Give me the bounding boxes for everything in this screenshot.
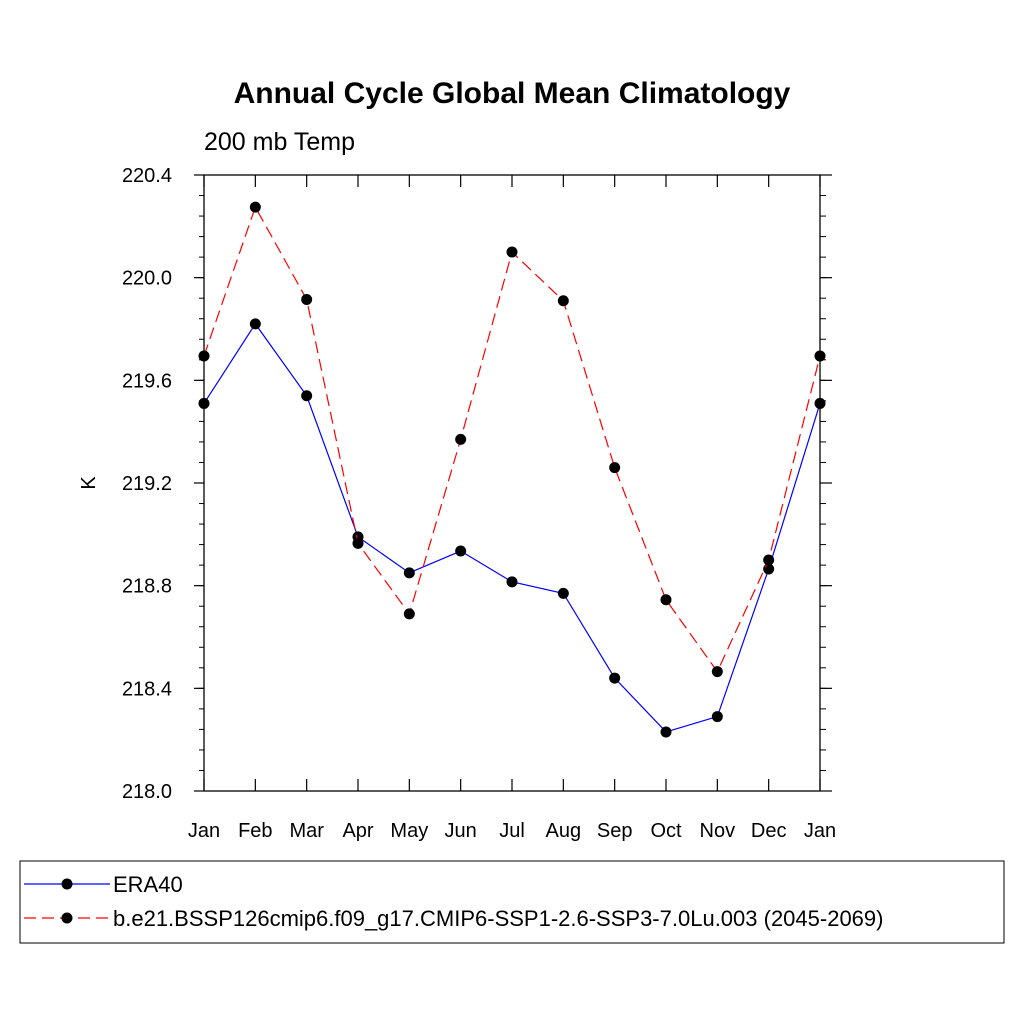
x-tick-label: Jan bbox=[188, 820, 220, 842]
series-0-point bbox=[660, 726, 672, 738]
y-tick-label: 218.0 bbox=[122, 781, 172, 803]
x-tick-label: Sep bbox=[597, 820, 633, 842]
legend-label-0: ERA40 bbox=[113, 872, 183, 897]
series-0-point bbox=[198, 397, 210, 409]
series-layer bbox=[198, 201, 826, 738]
series-1-point bbox=[660, 594, 672, 606]
chart-title: Annual Cycle Global Mean Climatology bbox=[234, 77, 791, 110]
y-tick-label: 219.2 bbox=[122, 473, 172, 495]
x-tick-label: Apr bbox=[342, 820, 373, 842]
series-0-point bbox=[455, 545, 467, 557]
series-0-point bbox=[301, 390, 313, 402]
series-0-point bbox=[609, 672, 621, 684]
series-0-point bbox=[557, 587, 569, 599]
series-1-point bbox=[711, 666, 723, 678]
legend-box bbox=[19, 860, 1005, 944]
axis-tick-labels: Jan Feb Mar Apr May Jun Jul Aug Sep Oct Nov Dec Jan 2… bbox=[122, 165, 836, 842]
series-1-point bbox=[506, 246, 518, 258]
series-1-point bbox=[557, 295, 569, 307]
series-0-point bbox=[506, 576, 518, 588]
y-tick-label: 220.0 bbox=[122, 268, 172, 290]
series-0-point bbox=[711, 711, 723, 723]
y-tick-label: 219.6 bbox=[122, 370, 172, 392]
series-1-point bbox=[301, 293, 313, 305]
y-tick-label: 218.8 bbox=[122, 576, 172, 598]
legend-marker-0 bbox=[61, 878, 73, 890]
series-1-point bbox=[763, 554, 775, 566]
series-line-0 bbox=[203, 322, 821, 733]
y-axis-label: K bbox=[78, 476, 100, 490]
x-tick-label: Jun bbox=[445, 820, 477, 842]
legend-marker-1 bbox=[61, 912, 73, 924]
series-1-point bbox=[814, 350, 826, 362]
x-tick-label: Feb bbox=[238, 820, 272, 842]
plot-frame bbox=[203, 174, 821, 792]
legend-label-1: b.e21.BSSP126cmip6.f09_g17.CMIP6-SSP1-2.… bbox=[113, 906, 883, 931]
y-tick-label: 220.4 bbox=[122, 165, 172, 187]
y-tick-label: 218.4 bbox=[122, 678, 172, 700]
x-tick-label: Jul bbox=[499, 820, 525, 842]
series-0-point bbox=[814, 397, 826, 409]
series-0-point bbox=[249, 318, 261, 330]
series-1-point bbox=[455, 433, 467, 445]
x-tick-label: Mar bbox=[289, 820, 324, 842]
axis-ticks bbox=[194, 174, 832, 792]
series-1-point bbox=[198, 350, 210, 362]
series-1-point bbox=[403, 608, 415, 620]
series-1-point bbox=[609, 462, 621, 474]
series-1-point bbox=[352, 537, 364, 549]
series-1-point bbox=[249, 201, 261, 213]
x-tick-label: May bbox=[390, 820, 428, 842]
x-tick-label: Oct bbox=[650, 820, 682, 842]
x-tick-label: Aug bbox=[546, 820, 582, 842]
x-tick-label: Nov bbox=[700, 820, 736, 842]
series-0-point bbox=[403, 567, 415, 579]
legend: ERA40 b.e21.BSSP126cmip6.f09_g17.CMIP6-SS… bbox=[19, 860, 1005, 944]
chart-subtitle: 200 mb Temp bbox=[204, 128, 355, 156]
x-tick-label: Dec bbox=[751, 820, 787, 842]
series-line-1 bbox=[203, 205, 821, 673]
x-tick-label: Jan bbox=[804, 820, 836, 842]
